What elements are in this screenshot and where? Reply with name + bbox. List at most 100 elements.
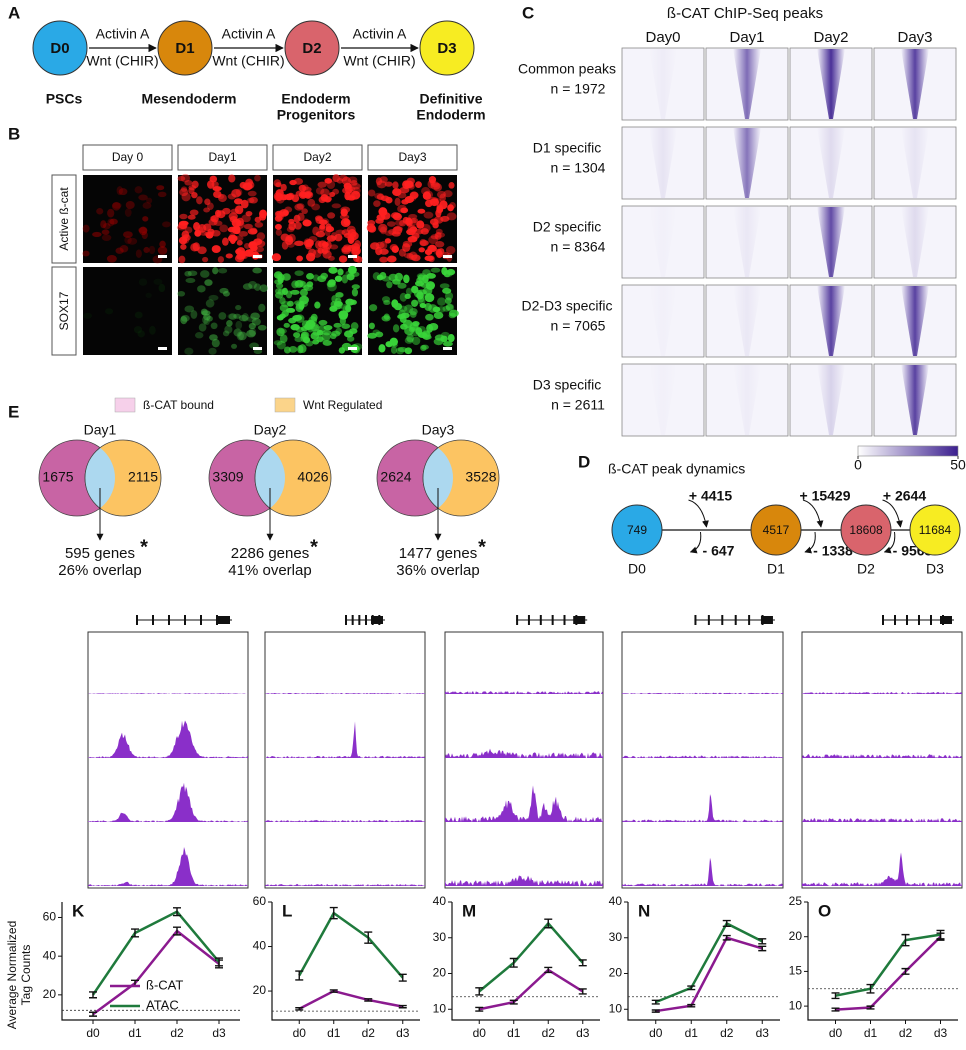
panel-title: ß-CAT ChIP-Seq peaks — [667, 5, 823, 22]
nucleus — [341, 323, 351, 329]
nucleus — [157, 191, 167, 198]
heatmap-signal — [817, 128, 845, 198]
y-tick-label: 20 — [789, 929, 803, 943]
asterisk: * — [310, 536, 318, 558]
nucleus — [229, 235, 236, 245]
nucleus — [299, 288, 308, 297]
nucleus — [414, 280, 425, 287]
nucleus — [436, 190, 447, 199]
nucleus — [242, 283, 253, 290]
exon — [940, 616, 952, 624]
nucleus — [408, 251, 418, 261]
heatmap-signal — [733, 207, 761, 277]
column-label: Day2 — [303, 150, 331, 164]
nucleus — [402, 180, 411, 190]
error-bar — [722, 919, 731, 928]
column-label: Day1 — [729, 29, 764, 46]
nucleus — [380, 226, 387, 235]
nucleus — [312, 274, 320, 282]
x-tick-label: d3 — [396, 1026, 410, 1040]
y-tick-label: 30 — [433, 930, 447, 944]
x-tick-label: d2 — [899, 1026, 913, 1040]
nucleus — [210, 322, 218, 330]
nucleus — [399, 220, 407, 227]
nucleus — [379, 240, 388, 250]
error-bar — [295, 1007, 304, 1011]
venn-right-count: 3528 — [465, 469, 496, 485]
error-bar — [509, 999, 518, 1005]
error-bar — [173, 907, 181, 917]
heatmap-signal — [733, 365, 761, 435]
track-signal — [622, 755, 783, 758]
nucleus — [229, 232, 236, 242]
x-tick-label: d3 — [212, 1026, 226, 1040]
nucleus — [391, 245, 400, 253]
nucleus — [345, 298, 355, 306]
y-tick-label: 10 — [433, 1001, 447, 1015]
nucleus — [401, 199, 409, 205]
nucleus — [400, 312, 410, 319]
nucleus — [416, 291, 424, 300]
nucleus — [217, 256, 225, 263]
nucleus — [138, 194, 148, 201]
nucleus — [296, 255, 304, 262]
nucleus — [188, 185, 197, 191]
series-line — [835, 935, 942, 1011]
y-tick-label: 60 — [253, 894, 267, 908]
column-header — [177, 144, 268, 171]
nucleus — [381, 315, 391, 322]
nucleus — [276, 327, 285, 337]
axis — [807, 902, 958, 1021]
nucleus — [432, 222, 439, 229]
nucleus — [243, 242, 251, 249]
nucleus — [204, 279, 213, 286]
nucleus — [336, 177, 344, 184]
nucleus — [252, 267, 262, 274]
x-tick-label: d0 — [829, 1026, 843, 1040]
nucleus — [448, 182, 455, 189]
nucleus — [243, 223, 253, 230]
nucleus — [403, 274, 410, 284]
nucleus — [238, 314, 248, 322]
nucleus — [372, 272, 381, 281]
nucleus — [321, 241, 329, 248]
nucleus — [177, 290, 186, 297]
nucleus — [187, 214, 196, 220]
nucleus — [424, 302, 432, 311]
group-n: n = 8364 — [551, 239, 606, 255]
nucleus — [320, 272, 329, 280]
nucleus — [158, 283, 166, 293]
nucleus — [118, 188, 128, 196]
nucleus — [419, 240, 429, 246]
nucleus — [138, 226, 148, 236]
nucleus — [219, 224, 229, 233]
scale-bar — [348, 347, 357, 350]
group-n: n = 1972 — [551, 81, 606, 97]
series-line — [655, 921, 763, 1004]
nucleus — [368, 322, 375, 330]
nucleus — [247, 228, 258, 235]
nucleus — [291, 194, 300, 203]
colorbar-label: 0 — [854, 457, 862, 473]
arrow-top: Activin A — [353, 26, 407, 42]
nucleus — [421, 187, 431, 196]
nucleus — [196, 196, 203, 205]
error-bar — [89, 991, 97, 999]
loss-arrow — [883, 531, 896, 554]
nucleus — [312, 226, 320, 236]
nucleus — [194, 332, 204, 339]
nucleus — [149, 325, 156, 335]
track-signal — [88, 720, 248, 758]
arrow-bottom: Wnt (CHIR) — [86, 53, 158, 69]
venn-left-count: 2624 — [380, 469, 411, 485]
loss-label: - 647 — [703, 543, 735, 559]
nucleus — [295, 301, 304, 310]
exon — [136, 615, 138, 625]
x-tick-label: d3 — [934, 1026, 948, 1040]
exon — [527, 615, 530, 625]
stage-caption: Endoderm — [416, 107, 485, 123]
axis — [61, 902, 240, 1021]
nucleus — [338, 255, 348, 263]
heatmap-signal — [901, 49, 929, 119]
x-tick-label: d2 — [542, 1026, 556, 1040]
